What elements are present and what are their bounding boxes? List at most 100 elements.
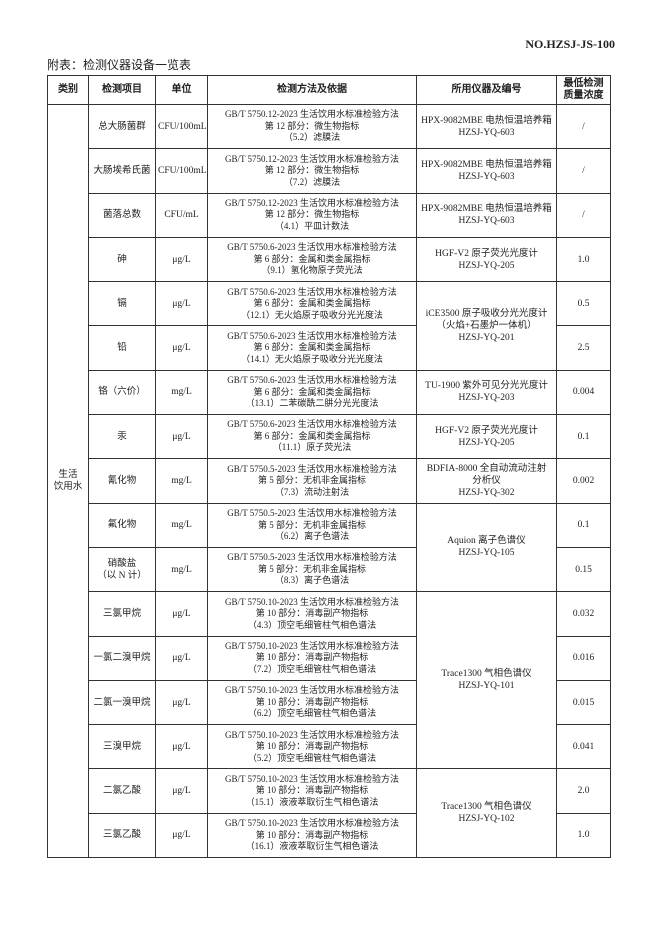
cell-text: μg/L (172, 830, 191, 841)
cell-text: 镉 (117, 298, 127, 309)
cell-text: （4.3）顶空毛细管柱气相色谱法 (247, 619, 377, 630)
cell-text: 2.0 (577, 786, 590, 797)
item-cell: 氰化物 (88, 458, 156, 504)
cell-text: （16.1）液液萃取衍生气相色谱法 (245, 841, 379, 852)
cell-text: 0.1 (577, 520, 590, 531)
cell-text: GB/T 5750.10-2023 生活饮用水标准检验方法 (224, 596, 400, 607)
method-cell: GB/T 5750.5-2023 生活饮用水标准检验方法第 5 部分：无机非金属… (207, 458, 417, 504)
limit-cell: 0.015 (556, 679, 611, 726)
cell-text: HZSJ-YQ-105 (458, 548, 515, 559)
method-cell: GB/T 5750.5-2023 生活饮用水标准检验方法第 5 部分：无机非金属… (207, 502, 417, 548)
cell-text: 0.15 (575, 564, 592, 575)
cell-text: / (582, 210, 585, 221)
instrument-cell: HGF-V2 原子荧光光度计 HZSJ-YQ-205 (416, 414, 557, 460)
method-cell: GB/T 5750.12-2023 生活饮用水标准检验方法第 12 部分：微生物… (207, 103, 417, 150)
cell-text: μg/L (172, 254, 191, 265)
method-cell: GB/T 5750.10-2023 生活饮用水标准检验方法第 10 部分：消毒副… (207, 591, 417, 637)
table-row: 一氯二溴甲烷 μg/L GB/T 5750.10-2023 生活饮用水标准检验方法第… (48, 635, 611, 681)
cell-text: μg/L (172, 653, 191, 664)
cell-text: TU-1900 紫外可见分光光度计 (425, 381, 548, 392)
cell-text: μg/L (172, 431, 191, 442)
cell-text: 第 12 部分：微生物指标 (264, 209, 360, 220)
category-cell: 生活 饮用水 (47, 103, 89, 859)
unit-cell: CFU/mL (155, 192, 208, 238)
table-row: 氟化物 mg/L GB/T 5750.5-2023 生活饮用水标准检验方法第 5 部… (48, 502, 611, 593)
method-cell: GB/T 5750.10-2023 生活饮用水标准检验方法第 10 部分：消毒副… (207, 812, 417, 859)
instrument-cell: HPX-9082MBE 电热恒温培养箱 HZSJ-YQ-603 (416, 192, 557, 238)
cell-text: （5.2）滤膜法 (283, 132, 341, 143)
cell-text: 第 6 部分：金属和类金属指标 (253, 253, 371, 264)
cell-text: μg/L (172, 741, 191, 752)
table-row: 三氯乙酸 μg/L GB/T 5750.10-2023 生活饮用水标准检验方法第 1… (48, 812, 611, 859)
cell-text: 0.1 (577, 431, 590, 442)
limit-cell: 1.0 (556, 236, 611, 283)
cell-text: CFU/mL (164, 210, 199, 221)
item-cell: 镉 (88, 281, 156, 327)
limit-cell: 0.032 (556, 591, 611, 637)
cell-text: 砷 (117, 254, 127, 265)
cell-text: 汞 (117, 431, 127, 442)
item-cell: 二氯一溴甲烷 (88, 679, 156, 726)
method-cell: GB/T 5750.6-2023 生活饮用水标准检验方法第 6 部分：金属和类金… (207, 414, 417, 460)
cell-text: 第 5 部分：无机非金属指标 (257, 519, 366, 530)
table-row: 生活 饮用水 总大肠菌群 CFU/100mL GB/T 5750.12-2023 生活饮… (47, 103, 611, 859)
method-cell: GB/T 5750.6-2023 生活饮用水标准检验方法第 6 部分：金属和类金… (207, 281, 417, 327)
cell-text: GB/T 5750.6-2023 生活饮用水标准检验方法 (227, 242, 397, 253)
cell-text: GB/T 5750.12-2023 生活饮用水标准检验方法 (224, 109, 400, 120)
cell-text: 第 10 部分：消毒副产物指标 (255, 741, 369, 752)
limit-cell: / (556, 103, 611, 150)
cell-text: 三氯甲烷 (102, 608, 141, 619)
table-row: 氰化物 mg/L GB/T 5750.5-2023 生活饮用水标准检验方法第 5 部… (48, 458, 611, 504)
cell-text: 2.5 (577, 343, 590, 354)
cell-text: 总大肠菌群 (98, 121, 146, 132)
method-cell: GB/T 5750.6-2023 生活饮用水标准检验方法第 6 部分：金属和类金… (207, 325, 417, 371)
table-row: 铬（六价） mg/L GB/T 5750.6-2023 生活饮用水标准检验方法第 6… (48, 369, 611, 416)
unit-cell: μg/L (155, 414, 208, 460)
cell-text: mg/L (171, 564, 192, 575)
unit-cell: μg/L (155, 768, 208, 814)
limit-cell: / (556, 148, 611, 194)
unit-cell: CFU/100mL (155, 148, 208, 194)
column-header: 所用仪器及编号 (416, 75, 557, 105)
cell-text: HZSJ-YQ-603 (458, 216, 515, 227)
cell-text: （9.1）氢化物原子荧光法 (261, 265, 363, 276)
cell-text: 0.032 (572, 608, 595, 619)
cell-text: GB/T 5750.10-2023 生活饮用水标准检验方法 (224, 818, 400, 829)
cell-text: （5.2）顶空毛细管柱气相色谱法 (247, 752, 377, 763)
limit-cell: 2.0 (556, 768, 611, 814)
cell-text: 三溴甲烷 (102, 741, 141, 752)
cell-text: GB/T 5750.12-2023 生活饮用水标准检验方法 (224, 153, 400, 164)
instrument-cell: TU-1900 紫外可见分光光度计 HZSJ-YQ-203 (416, 369, 557, 416)
limit-cell: 1.0 (556, 812, 611, 859)
limit-cell: 0.016 (556, 635, 611, 681)
item-cell: 硝酸盐 （以 N 计） (88, 546, 156, 593)
unit-cell: μg/L (155, 679, 208, 726)
cell-text: （4.1）平皿计数法 (274, 220, 350, 231)
column-header: 检测方法及依据 (207, 75, 417, 105)
limit-cell: 0.041 (556, 724, 611, 770)
instrument-cell: HPX-9082MBE 电热恒温培养箱 HZSJ-YQ-603 (416, 148, 557, 194)
cell-text: 所用仪器及编号 (451, 84, 522, 95)
cell-text: 质量浓度 (563, 90, 604, 101)
column-header: 最低检测 质量浓度 (556, 75, 611, 105)
cell-text: 第 6 部分：金属和类金属指标 (253, 430, 371, 441)
cell-text: GB/T 5750.10-2023 生活饮用水标准检验方法 (224, 640, 400, 651)
cell-text: HZSJ-YQ-203 (458, 393, 515, 404)
cell-text: （13.1）二苯碳酰二肼分光光度法 (245, 398, 379, 409)
cell-text: 二氯一溴甲烷 (93, 697, 151, 708)
cell-text: HZSJ-YQ-603 (458, 127, 515, 138)
cell-text: HZSJ-YQ-302 (458, 488, 515, 499)
cell-text: 生活 (58, 470, 78, 481)
cell-text: HPX-9082MBE 电热恒温培养箱 (421, 204, 552, 215)
cell-text: GB/T 5750.6-2023 生活饮用水标准检验方法 (227, 286, 397, 297)
cell-text: GB/T 5750.10-2023 生活饮用水标准检验方法 (224, 773, 400, 784)
method-cell: GB/T 5750.10-2023 生活饮用水标准检验方法第 10 部分：消毒副… (207, 768, 417, 814)
unit-cell: mg/L (155, 546, 208, 593)
cell-text: HZSJ-YQ-102 (458, 814, 515, 825)
unit-cell: μg/L (155, 812, 208, 859)
cell-text: （6.2）顶空毛细管柱气相色谱法 (247, 708, 377, 719)
column-header: 单位 (155, 75, 208, 105)
cell-text: HZSJ-YQ-205 (458, 260, 515, 271)
cell-text: 第 6 部分：金属和类金属指标 (253, 342, 371, 353)
cell-text: 单位 (171, 84, 192, 95)
